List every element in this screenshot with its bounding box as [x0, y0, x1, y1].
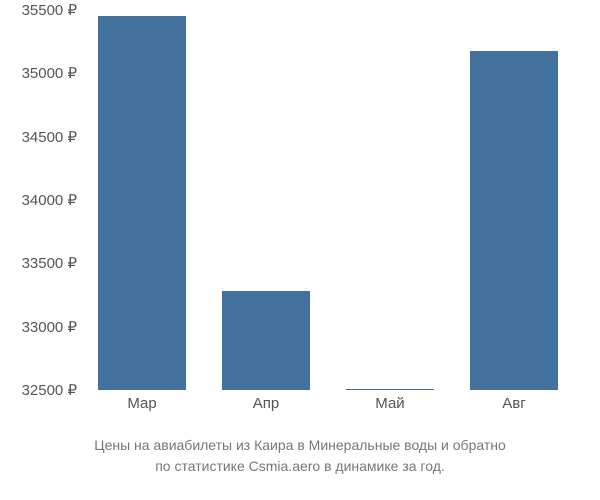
x-tick-label: Май: [375, 395, 404, 412]
y-tick-label: 32500 ₽: [22, 381, 77, 399]
y-tick-label: 33500 ₽: [22, 254, 77, 272]
y-axis: 32500 ₽33000 ₽33500 ₽34000 ₽34500 ₽35000…: [0, 10, 85, 390]
y-tick-label: 34500 ₽: [22, 128, 77, 146]
y-tick-label: 33000 ₽: [22, 318, 77, 336]
chart-plot-area: [90, 10, 590, 390]
bar: [346, 389, 434, 390]
bar: [98, 16, 186, 390]
y-tick-label: 34000 ₽: [22, 191, 77, 209]
x-tick-label: Апр: [253, 395, 279, 412]
x-tick-label: Авг: [502, 395, 525, 412]
caption-line-2: по статистике Csmia.aero в динамике за г…: [155, 458, 445, 474]
bar: [470, 51, 558, 390]
bar: [222, 291, 310, 390]
y-tick-label: 35000 ₽: [22, 64, 77, 82]
x-tick-label: Мар: [127, 395, 156, 412]
x-axis-labels: Мар Апр Май Авг: [90, 395, 590, 420]
y-tick-label: 35500 ₽: [22, 1, 77, 19]
chart-caption: Цены на авиабилеты из Каира в Минеральны…: [0, 435, 600, 477]
caption-line-1: Цены на авиабилеты из Каира в Минеральны…: [94, 437, 506, 453]
